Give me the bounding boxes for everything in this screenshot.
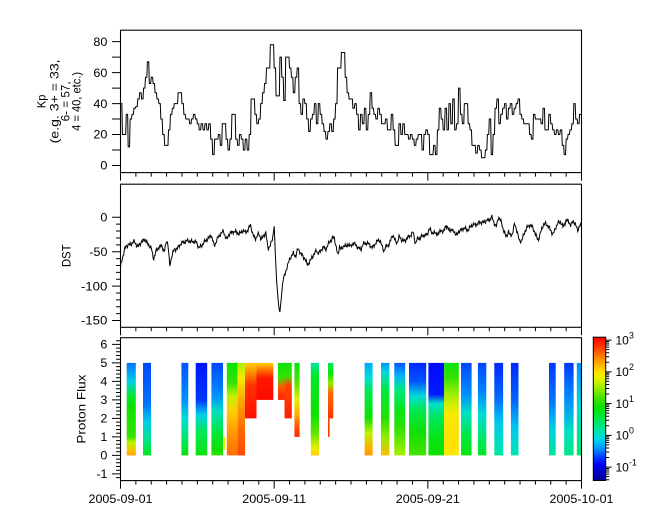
svg-text:80: 80 bbox=[93, 35, 107, 49]
svg-text:0: 0 bbox=[100, 159, 107, 173]
svg-text:5: 5 bbox=[100, 356, 107, 370]
svg-text:10: 10 bbox=[616, 333, 630, 347]
svg-text:-150: -150 bbox=[81, 314, 108, 328]
svg-text:0: 0 bbox=[629, 426, 634, 436]
svg-text:-50: -50 bbox=[89, 245, 107, 259]
svg-text:Kp: Kp bbox=[35, 94, 49, 108]
svg-text:6- = 57,: 6- = 57, bbox=[58, 81, 72, 121]
svg-text:2005-09-21: 2005-09-21 bbox=[396, 492, 460, 506]
svg-text:3: 3 bbox=[100, 393, 107, 407]
svg-text:20: 20 bbox=[93, 128, 107, 142]
svg-text:2005-09-01: 2005-09-01 bbox=[89, 492, 153, 506]
svg-text:1: 1 bbox=[100, 430, 107, 444]
svg-text:4: 4 bbox=[100, 375, 107, 389]
svg-text:-1: -1 bbox=[629, 457, 637, 467]
svg-text:10: 10 bbox=[616, 429, 630, 443]
svg-text:2005-09-11: 2005-09-11 bbox=[242, 492, 306, 506]
svg-text:10: 10 bbox=[616, 460, 630, 474]
svg-text:-100: -100 bbox=[81, 279, 108, 293]
svg-text:1: 1 bbox=[629, 394, 634, 404]
svg-text:10: 10 bbox=[616, 397, 630, 411]
svg-text:Proton Flux: Proton Flux bbox=[74, 375, 88, 444]
svg-text:2: 2 bbox=[629, 362, 634, 372]
svg-text:(e.g. 3+ = 33,: (e.g. 3+ = 33, bbox=[47, 59, 61, 143]
svg-text:40: 40 bbox=[93, 97, 107, 111]
svg-text:60: 60 bbox=[93, 66, 107, 80]
svg-text:0: 0 bbox=[100, 211, 107, 225]
svg-text:10: 10 bbox=[616, 365, 630, 379]
svg-text:2: 2 bbox=[100, 412, 107, 426]
svg-text:6: 6 bbox=[100, 338, 107, 352]
svg-text:0: 0 bbox=[100, 449, 107, 463]
svg-text:3: 3 bbox=[629, 330, 634, 340]
svg-text:2005-10-01: 2005-10-01 bbox=[550, 492, 614, 506]
svg-text:-1: -1 bbox=[96, 467, 107, 481]
svg-text:4 = 40, etc.): 4 = 40, etc.) bbox=[69, 72, 83, 131]
svg-text:DST: DST bbox=[60, 244, 74, 267]
